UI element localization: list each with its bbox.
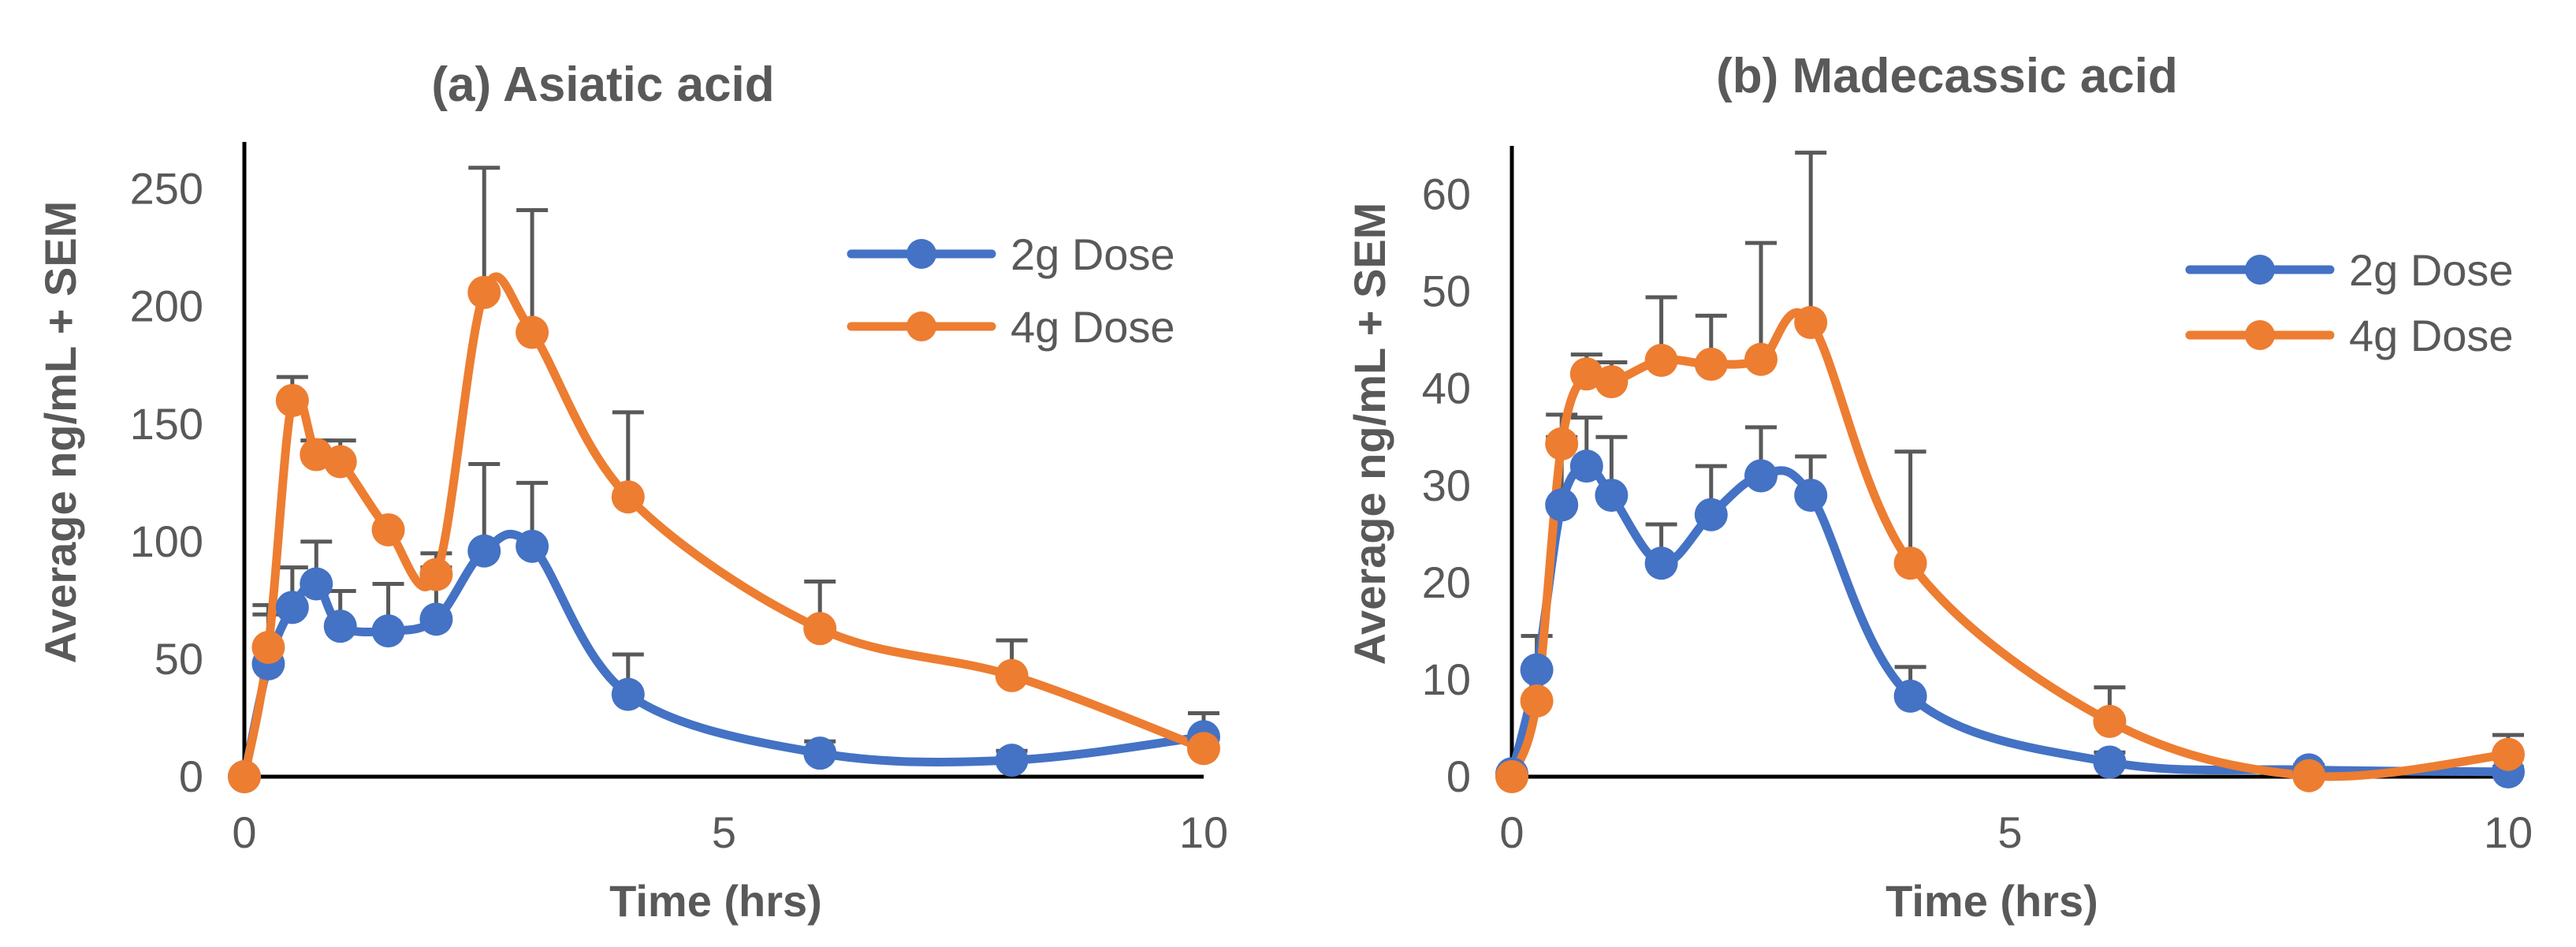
data-point-4g-dose xyxy=(275,383,309,417)
data-point-2g-dose xyxy=(1545,488,1579,522)
data-point-2g-dose xyxy=(1744,459,1778,493)
data-point-2g-dose xyxy=(371,614,405,648)
data-point-4g-dose xyxy=(2492,737,2525,771)
y-tick-label: 40 xyxy=(1422,364,1471,413)
data-point-2g-dose xyxy=(803,736,837,770)
chart-title: (b) Madecassic acid xyxy=(1716,49,2178,103)
data-point-2g-dose xyxy=(467,534,501,568)
data-point-4g-dose xyxy=(1545,427,1579,460)
data-point-4g-dose xyxy=(2093,704,2127,738)
data-point-4g-dose xyxy=(995,658,1029,692)
x-tick-label: 10 xyxy=(2484,807,2533,857)
data-point-4g-dose xyxy=(228,760,261,793)
data-point-4g-dose xyxy=(467,275,501,309)
data-point-4g-dose xyxy=(323,445,357,479)
data-point-4g-dose xyxy=(371,513,405,546)
legend-marker-2g-dose xyxy=(2245,255,2275,285)
data-point-4g-dose xyxy=(1744,342,1778,376)
chart-panel-madecassic-acid: (b) Madecassic acid Average ng/mL + SEM … xyxy=(1345,49,2533,926)
data-point-4g-dose xyxy=(419,557,453,591)
legend-marker-2g-dose xyxy=(906,239,936,269)
data-point-4g-dose xyxy=(1187,732,1220,766)
x-axis-label: Time (hrs) xyxy=(1885,876,2098,926)
data-point-2g-dose xyxy=(2093,745,2127,779)
data-point-2g-dose xyxy=(1569,449,1603,483)
legend-marker-4g-dose xyxy=(2245,320,2275,350)
data-point-4g-dose xyxy=(1794,306,1828,339)
legend-marker-4g-dose xyxy=(906,311,936,341)
x-tick-label: 0 xyxy=(1499,807,1524,857)
data-point-2g-dose xyxy=(516,529,549,563)
data-point-2g-dose xyxy=(300,567,333,601)
data-point-2g-dose xyxy=(1694,498,1728,531)
chart-panel-asiatic-acid: (a) Asiatic acid Average ng/mL + SEM Tim… xyxy=(35,58,1228,926)
y-tick-label: 150 xyxy=(130,399,203,449)
x-tick-label: 5 xyxy=(712,807,736,857)
data-point-4g-dose xyxy=(1569,357,1603,391)
data-point-2g-dose xyxy=(1520,653,1554,687)
y-tick-label: 50 xyxy=(154,634,203,684)
y-tick-label: 250 xyxy=(130,164,203,214)
x-tick-label: 0 xyxy=(232,807,256,857)
data-point-4g-dose xyxy=(516,315,549,349)
y-tick-label: 30 xyxy=(1422,460,1471,510)
data-point-2g-dose xyxy=(1794,479,1828,513)
legend: 2g Dose 4g Dose xyxy=(2185,245,2514,360)
data-point-2g-dose xyxy=(1644,546,1678,580)
y-tick-label: 20 xyxy=(1422,557,1471,607)
data-point-2g-dose xyxy=(323,610,357,643)
legend: 2g Dose 4g Dose xyxy=(847,229,1175,352)
y-axis-label: Average ng/mL + SEM xyxy=(35,201,85,664)
data-point-2g-dose xyxy=(419,602,453,636)
data-point-2g-dose xyxy=(1595,479,1629,513)
legend-label-2g-dose: 2g Dose xyxy=(2349,245,2514,295)
y-tick-label: 50 xyxy=(1422,267,1471,316)
legend-label-4g-dose: 4g Dose xyxy=(1011,302,1175,352)
data-point-2g-dose xyxy=(1893,679,1927,713)
y-tick-label: 100 xyxy=(130,516,203,566)
x-axis-label: Time (hrs) xyxy=(609,876,822,926)
legend-label-2g-dose: 2g Dose xyxy=(1011,229,1175,279)
data-point-4g-dose xyxy=(803,612,837,646)
legend-label-4g-dose: 4g Dose xyxy=(2349,311,2514,360)
x-tick-label: 10 xyxy=(1179,807,1228,857)
data-point-2g-dose xyxy=(995,744,1029,777)
data-point-4g-dose xyxy=(251,631,285,665)
data-point-4g-dose xyxy=(1893,546,1927,580)
data-point-4g-dose xyxy=(611,480,645,514)
data-point-2g-dose xyxy=(611,677,645,711)
y-tick-label: 60 xyxy=(1422,170,1471,219)
data-point-4g-dose xyxy=(1595,365,1629,399)
y-tick-label: 10 xyxy=(1422,654,1471,704)
data-point-4g-dose xyxy=(1694,347,1728,381)
y-axis-label: Average ng/mL + SEM xyxy=(1345,203,1394,666)
data-point-2g-dose xyxy=(275,591,309,624)
data-point-4g-dose xyxy=(2292,759,2326,792)
data-point-4g-dose xyxy=(1495,760,1528,793)
x-tick-label: 5 xyxy=(1997,807,2022,857)
chart-title: (a) Asiatic acid xyxy=(431,58,774,112)
y-tick-label: 0 xyxy=(179,751,203,801)
data-point-4g-dose xyxy=(1520,684,1554,718)
data-point-4g-dose xyxy=(1644,344,1678,377)
y-tick-label: 0 xyxy=(1446,751,1471,801)
y-tick-label: 200 xyxy=(130,281,203,331)
